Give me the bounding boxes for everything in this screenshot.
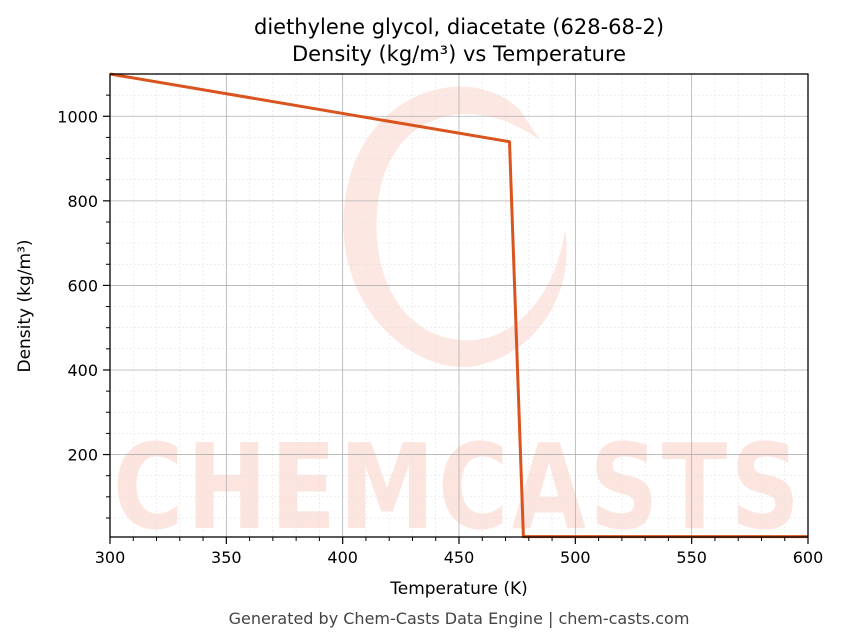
- x-tick-label: 350: [211, 548, 242, 567]
- chart-title-line-2: Density (kg/m³) vs Temperature: [292, 42, 626, 66]
- y-axis-label: Density (kg/m³): [15, 239, 35, 372]
- chart-title-line-1: diethylene glycol, diacetate (628-68-2): [254, 15, 664, 39]
- x-tick-label: 550: [676, 548, 707, 567]
- footer-credit: Generated by Chem-Casts Data Engine | ch…: [229, 609, 690, 628]
- x-tick-label: 300: [95, 548, 126, 567]
- y-tick-label: 1000: [57, 107, 98, 126]
- y-tick-label: 600: [67, 276, 98, 295]
- y-tick-label: 200: [67, 446, 98, 465]
- y-tick-label: 400: [67, 361, 98, 380]
- x-tick-label: 500: [560, 548, 591, 567]
- y-tick-label: 800: [67, 192, 98, 211]
- x-tick-label: 600: [793, 548, 824, 567]
- tick-labels: 300 350 400 450 500 550 600 200 400 600 800 1000: [57, 107, 823, 567]
- watermark-text: CHEMCASTS: [113, 418, 803, 556]
- x-tick-label: 400: [327, 548, 358, 567]
- axis-ticks: [103, 94, 809, 544]
- x-axis-label: Temperature (K): [389, 579, 528, 599]
- chemcasts-watermark: CHEMCASTS: [113, 86, 803, 556]
- x-tick-label: 450: [444, 548, 475, 567]
